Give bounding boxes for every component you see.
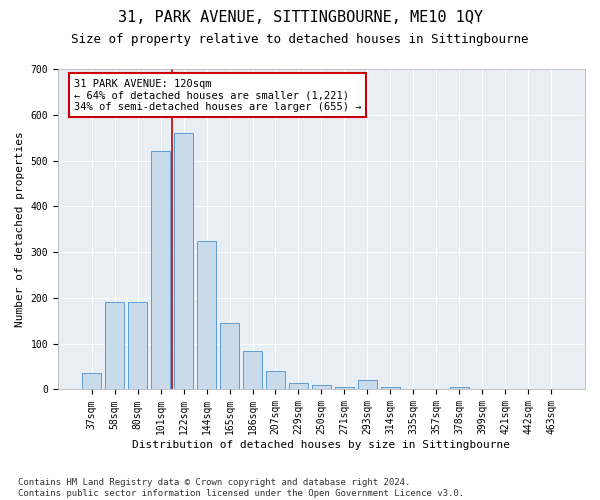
Bar — [380, 387, 400, 390]
Text: 31 PARK AVENUE: 120sqm
← 64% of detached houses are smaller (1,221)
34% of semi-: 31 PARK AVENUE: 120sqm ← 64% of detached… — [74, 78, 361, 112]
Text: Contains HM Land Registry data © Crown copyright and database right 2024.
Contai: Contains HM Land Registry data © Crown c… — [18, 478, 464, 498]
Bar — [289, 382, 308, 390]
Bar — [128, 302, 148, 390]
Bar — [266, 371, 285, 390]
Text: 31, PARK AVENUE, SITTINGBOURNE, ME10 1QY: 31, PARK AVENUE, SITTINGBOURNE, ME10 1QY — [118, 10, 482, 25]
Bar — [174, 133, 193, 390]
Bar — [151, 152, 170, 390]
Bar — [82, 374, 101, 390]
Bar — [197, 240, 217, 390]
Bar — [449, 387, 469, 390]
Bar — [335, 387, 354, 390]
Bar — [220, 323, 239, 390]
Bar — [311, 385, 331, 390]
Bar — [243, 350, 262, 390]
Text: Size of property relative to detached houses in Sittingbourne: Size of property relative to detached ho… — [71, 32, 529, 46]
X-axis label: Distribution of detached houses by size in Sittingbourne: Distribution of detached houses by size … — [133, 440, 511, 450]
Y-axis label: Number of detached properties: Number of detached properties — [15, 132, 25, 327]
Bar — [358, 380, 377, 390]
Bar — [105, 302, 124, 390]
